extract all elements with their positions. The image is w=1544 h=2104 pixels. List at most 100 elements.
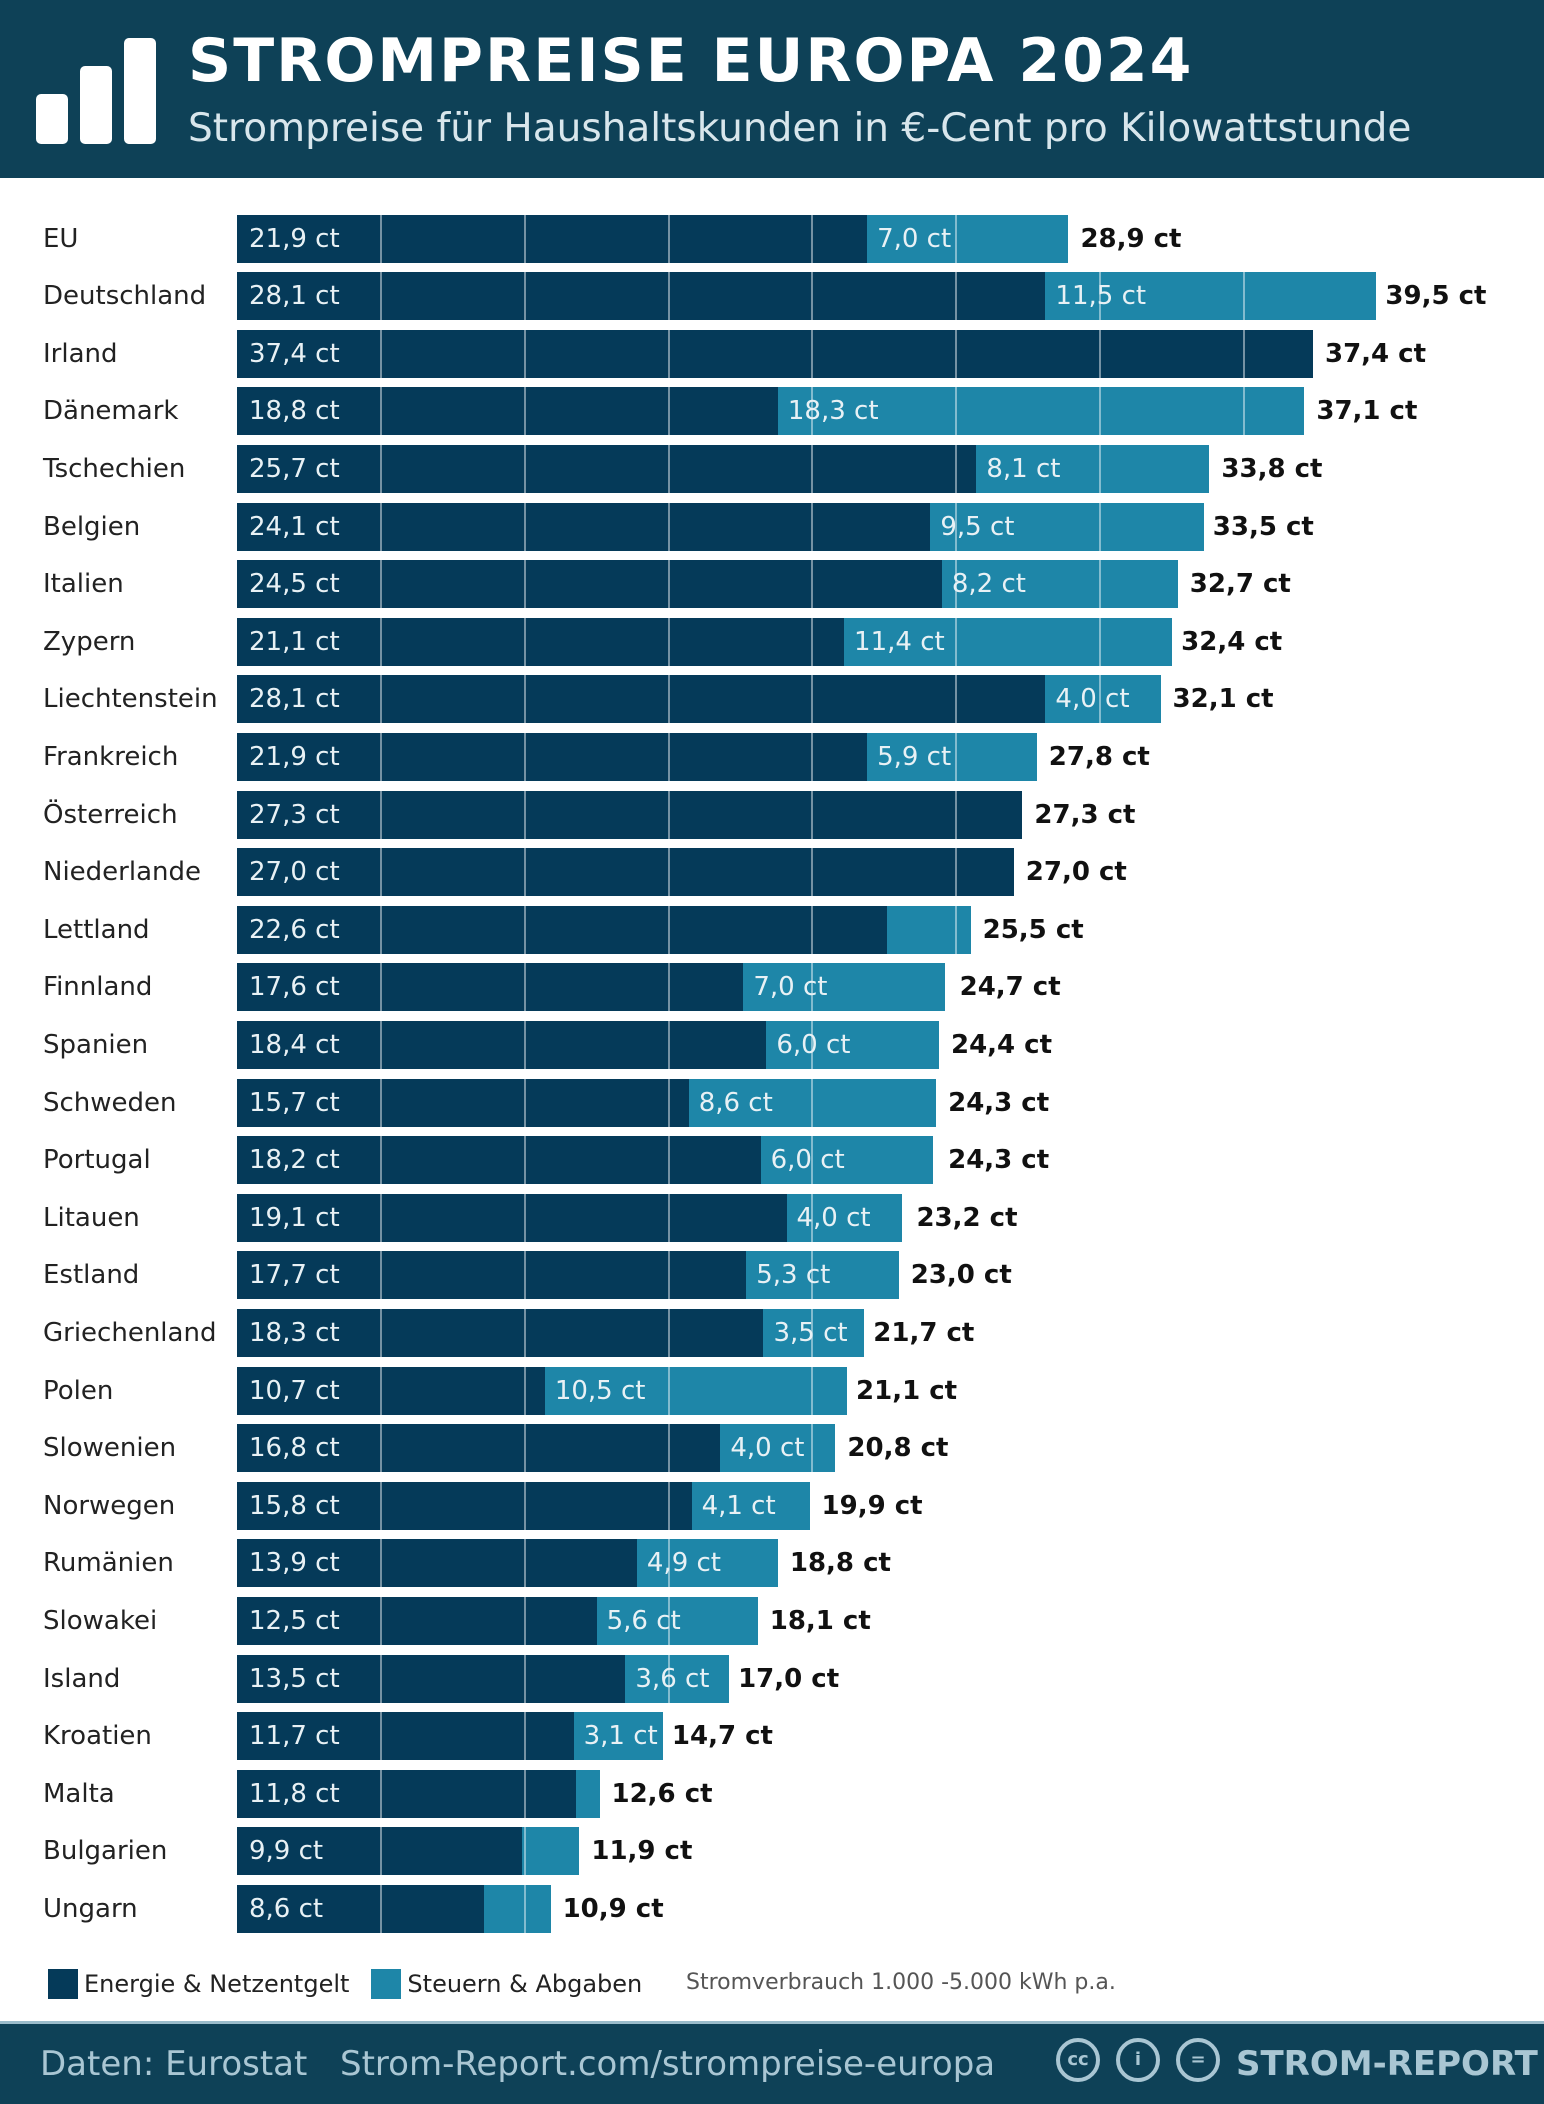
country-label: Irland [43, 338, 118, 369]
data-source: Daten: Eurostat [40, 2044, 308, 2084]
country-label: Italien [43, 569, 124, 600]
gridline [811, 848, 814, 897]
country-label: Polen [43, 1375, 114, 1406]
gridline [667, 1366, 670, 1415]
country-label: Portugal [43, 1145, 151, 1176]
energy-value-label: 28,1 ct [249, 281, 340, 312]
gridline [523, 1481, 526, 1530]
gridline [523, 1597, 526, 1645]
gridline [523, 963, 526, 1012]
gridline [667, 963, 670, 1012]
bar-energy [237, 1136, 761, 1185]
total-value-label: 37,4 ct [1324, 338, 1427, 369]
gridline [379, 214, 382, 263]
gridline [523, 272, 526, 321]
gridline [667, 502, 670, 551]
total-value-label: 24,4 ct [950, 1030, 1053, 1060]
bar-energy [237, 790, 1023, 839]
bar-energy [237, 329, 1313, 378]
gridline [379, 387, 382, 436]
total-value-label: 27,8 ct [1048, 742, 1150, 772]
total-value-label: 27,3 ct [1034, 799, 1136, 830]
gridline [379, 963, 382, 1012]
bar-tax [576, 1769, 600, 1818]
country-label: Island [43, 1663, 121, 1694]
tax-value-label: 18,3 ct [787, 396, 879, 427]
total-value-label: 32,4 ct [1181, 626, 1283, 657]
energy-value-label: 10,7 ct [249, 1375, 340, 1406]
country-label: EU [43, 223, 79, 254]
gridline [379, 1769, 382, 1818]
gridline [379, 733, 382, 781]
gridline [811, 1136, 814, 1185]
total-value-label: 24,3 ct [948, 1087, 1050, 1118]
bar-tax [844, 617, 1173, 666]
country-label: Deutschland [43, 281, 207, 312]
bar-tax [867, 733, 1037, 781]
gridline [1242, 387, 1245, 436]
energy-value-label: 22,6 ct [249, 914, 340, 945]
bar-tax [691, 1481, 810, 1530]
total-value-label: 32,7 ct [1189, 569, 1291, 600]
bar-tax [636, 1539, 778, 1588]
gridline [1099, 272, 1102, 321]
country-label: Ungarn [43, 1894, 138, 1924]
gridline [811, 790, 814, 839]
energy-value-label: 11,8 ct [249, 1778, 340, 1809]
legend-swatch-tax [371, 1969, 402, 1999]
gridline [667, 1078, 670, 1127]
total-value-label: 21,1 ct [856, 1375, 958, 1406]
tax-value-label: 4,0 ct [730, 1433, 805, 1464]
gridline [523, 1021, 526, 1069]
tax-value-label: 7,0 ct [877, 223, 952, 254]
gridline [523, 1827, 526, 1876]
total-value-label: 14,7 ct [671, 1721, 773, 1752]
gridline [811, 445, 814, 493]
bar-tax [941, 560, 1178, 609]
gridline [667, 1136, 670, 1185]
gridline [811, 963, 814, 1012]
gridline [667, 445, 670, 493]
gridline [523, 1078, 526, 1127]
gridline [1099, 560, 1102, 609]
gridline [667, 560, 670, 609]
total-value-label: 21,7 ct [873, 1318, 975, 1348]
bar-tax [625, 1654, 729, 1703]
gridline [379, 1251, 382, 1300]
gridline [1242, 329, 1245, 378]
tax-value-label: 5,3 ct [756, 1260, 831, 1291]
gridline [379, 502, 382, 551]
tax-value-label: 4,0 ct [796, 1202, 871, 1233]
gridline [811, 905, 814, 954]
bar-tax [521, 1827, 580, 1876]
bar-energy [237, 1309, 764, 1357]
legend-label-tax: Steuern & Abgaben [407, 1970, 643, 1998]
energy-value-label: 15,8 ct [249, 1490, 340, 1521]
gridline [955, 272, 958, 321]
bar-energy [237, 1251, 747, 1300]
gridline [379, 1021, 382, 1069]
gridline [1242, 272, 1245, 321]
gridline [811, 1424, 814, 1473]
bar-energy [237, 1481, 692, 1530]
gridline [811, 1309, 814, 1357]
total-value-label: 23,2 ct [916, 1202, 1018, 1233]
gridline [667, 1597, 670, 1645]
source-link[interactable]: Strom-Report.com/strompreise-europa [340, 2044, 996, 2084]
bar-energy [237, 675, 1046, 724]
gridline [379, 1309, 382, 1357]
energy-value-label: 25,7 ct [249, 454, 340, 484]
tax-value-label: 8,1 ct [986, 454, 1061, 484]
gridline [379, 848, 382, 897]
gridline [811, 675, 814, 724]
total-value-label: 20,8 ct [847, 1433, 949, 1464]
gridline [523, 905, 526, 954]
gridline [955, 675, 958, 724]
gridline [379, 1597, 382, 1645]
total-value-label: 33,8 ct [1221, 454, 1323, 484]
country-label: Kroatien [43, 1721, 152, 1752]
energy-value-label: 37,4 ct [249, 338, 340, 369]
energy-value-label: 17,7 ct [249, 1260, 340, 1291]
bar-tax [1045, 272, 1377, 321]
gridline [379, 1424, 382, 1473]
